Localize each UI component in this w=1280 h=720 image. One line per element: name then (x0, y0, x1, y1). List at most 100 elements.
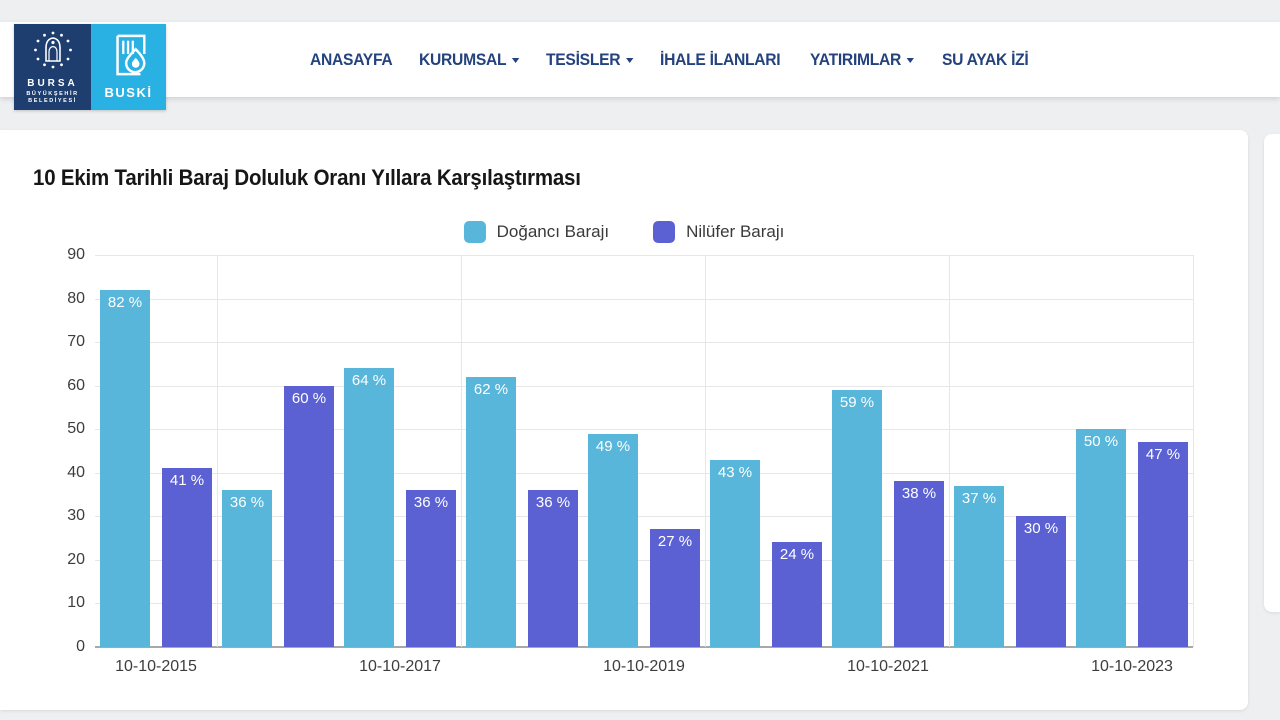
gridline-vertical (705, 255, 706, 647)
nav-item-su-ayak-i-zi-[interactable]: SU AYAK İZİ (942, 49, 1029, 70)
bar-nilufer-10-10-2019[interactable]: 27 % (650, 529, 700, 647)
y-axis-tick-label: 10 (67, 594, 85, 612)
y-axis-tick-label: 20 (67, 550, 85, 568)
y-axis-tick-label: 70 (67, 333, 85, 351)
x-axis-tick-label: 10-10-2023 (1091, 658, 1173, 675)
legend-item-dogancı[interactable]: Doğancı Barajı (463, 221, 610, 243)
chart-legend: Doğancı Barajı Nilüfer Barajı (0, 221, 1248, 243)
logo-text-buski: BUSKİ (104, 85, 153, 100)
site-logo[interactable]: BURSA BÜYÜKŞEHİR BELEDİYESİ BUSKİ (14, 24, 166, 110)
bar-value-label: 27 % (657, 533, 693, 551)
gridline-horizontal (95, 385, 1193, 387)
bar-dogancı-10-10-2022[interactable]: 37 % (954, 485, 1004, 647)
legend-label: Nilüfer Barajı (686, 222, 785, 241)
page-title: 10 Ekim Tarihli Baraj Doluluk Oranı Yıll… (33, 165, 581, 190)
bar-value-label: 82 % (107, 293, 143, 311)
x-axis-tick-label: 10-10-2021 (847, 658, 929, 675)
bar-value-label: 50 % (1083, 433, 1119, 451)
logo-text-belediyesi: BELEDİYESİ (28, 97, 77, 104)
gridline-vertical (461, 255, 462, 647)
nav-item-kurumsal[interactable]: KURUMSAL (419, 50, 519, 70)
x-axis-tick-label: 10-10-2015 (115, 658, 197, 675)
nav-item-tesi-sler[interactable]: TESİSLER (546, 49, 634, 70)
bar-nilufer-10-10-2018[interactable]: 36 % (528, 490, 578, 647)
chevron-down-icon (906, 58, 915, 63)
bar-dogancı-10-10-2019[interactable]: 49 % (588, 433, 638, 647)
side-panel-fragment (1264, 134, 1280, 612)
bar-value-label: 64 % (351, 372, 387, 390)
gridline-vertical (217, 255, 218, 647)
gridline-horizontal (95, 559, 1193, 561)
main-nav: ANASAYFA KURUMSAL TESİSLER İHALE İLANLARI YA… (310, 22, 1036, 97)
bar-value-label: 62 % (473, 380, 509, 398)
bar-dogancı-10-10-2021[interactable]: 59 % (832, 390, 882, 647)
y-axis-tick-label: 80 (67, 289, 85, 307)
bar-dogancı-10-10-2017[interactable]: 64 % (344, 368, 394, 647)
bar-value-label: 37 % (961, 489, 997, 507)
bar-value-label: 24 % (779, 546, 815, 564)
logo-text-buyuksehir: BÜYÜKŞEHİR (26, 90, 79, 97)
chevron-down-icon (511, 58, 519, 63)
gridline-vertical (949, 255, 950, 647)
y-axis-tick-label: 0 (76, 638, 85, 655)
legend-swatch-icon (653, 221, 676, 243)
y-axis-tick-label: 90 (67, 246, 85, 263)
gridline-horizontal (95, 342, 1193, 344)
legend-swatch-icon (463, 221, 486, 243)
gridline-horizontal (95, 603, 1193, 605)
bar-value-label: 60 % (291, 389, 327, 407)
bar-value-label: 47 % (1145, 446, 1181, 464)
x-axis-line (95, 646, 1193, 648)
bursa-municipality-logo: BURSA BÜYÜKŞEHİR BELEDİYESİ (14, 24, 91, 110)
bar-dogancı-10-10-2018[interactable]: 62 % (466, 376, 516, 647)
buski-logo: BUSKİ (91, 24, 166, 110)
y-axis-tick-label: 30 (67, 507, 85, 525)
chevron-down-icon (626, 58, 634, 63)
bar-nilufer-10-10-2021[interactable]: 38 % (894, 481, 944, 647)
bar-value-label: 41 % (169, 472, 205, 490)
y-axis-tick-label: 50 (67, 420, 85, 438)
bursa-crest-icon (30, 30, 76, 77)
logo-text-bursa: BURSA (27, 78, 78, 89)
plot-right-border (1193, 255, 1194, 647)
bar-value-label: 30 % (1023, 520, 1059, 538)
gridline-horizontal (95, 255, 1193, 256)
bar-nilufer-10-10-2016[interactable]: 60 % (284, 385, 334, 647)
bar-value-label: 36 % (535, 494, 571, 512)
bar-nilufer-10-10-2015[interactable]: 41 % (162, 468, 212, 647)
bar-value-label: 59 % (839, 394, 875, 412)
nav-item-i-hale-i-lanlari[interactable]: İHALE İLANLARI (660, 49, 781, 70)
bar-nilufer-10-10-2022[interactable]: 30 % (1016, 516, 1066, 647)
bar-value-label: 38 % (901, 485, 937, 503)
y-axis-tick-label: 40 (67, 463, 85, 481)
gridline-horizontal (95, 516, 1193, 518)
bar-dogancı-10-10-2020[interactable]: 43 % (710, 459, 760, 647)
bar-dogancı-10-10-2016[interactable]: 36 % (222, 490, 272, 647)
nav-item-anasayfa[interactable]: ANASAYFA (310, 49, 393, 70)
site-header: ANASAYFA KURUMSAL TESİSLER İHALE İLANLARI YA… (0, 22, 1280, 97)
bar-value-label: 36 % (229, 494, 265, 512)
nav-item-label: ANASAYFA (310, 49, 393, 69)
bar-dogancı-10-10-2015[interactable]: 82 % (100, 289, 150, 647)
nav-item-label: İHALE İLANLARI (660, 49, 781, 69)
y-axis-tick-label: 60 (67, 376, 85, 394)
bar-nilufer-10-10-2020[interactable]: 24 % (772, 542, 822, 647)
bar-nilufer-10-10-2023[interactable]: 47 % (1138, 442, 1188, 647)
nav-item-label: SU AYAK İZİ (942, 49, 1029, 69)
nav-item-label: KURUMSAL (418, 49, 507, 69)
nav-item-label: TESİSLER (546, 49, 621, 69)
legend-item-nilufer[interactable]: Nilüfer Barajı (653, 221, 784, 243)
nav-item-yatirimlar[interactable]: YATIRIMLAR (810, 49, 915, 70)
bar-value-label: 49 % (595, 437, 631, 455)
bar-value-label: 43 % (717, 463, 753, 481)
nav-item-label: YATIRIMLAR (810, 49, 902, 69)
x-axis-tick-label: 10-10-2017 (359, 658, 441, 675)
gridline-horizontal (95, 429, 1193, 431)
x-axis-tick-label: 10-10-2019 (603, 658, 685, 675)
legend-label: Doğancı Barajı (496, 222, 610, 241)
bar-nilufer-10-10-2017[interactable]: 36 % (406, 490, 456, 647)
water-drop-icon (108, 33, 150, 82)
bar-dogancı-10-10-2023[interactable]: 50 % (1076, 429, 1126, 647)
